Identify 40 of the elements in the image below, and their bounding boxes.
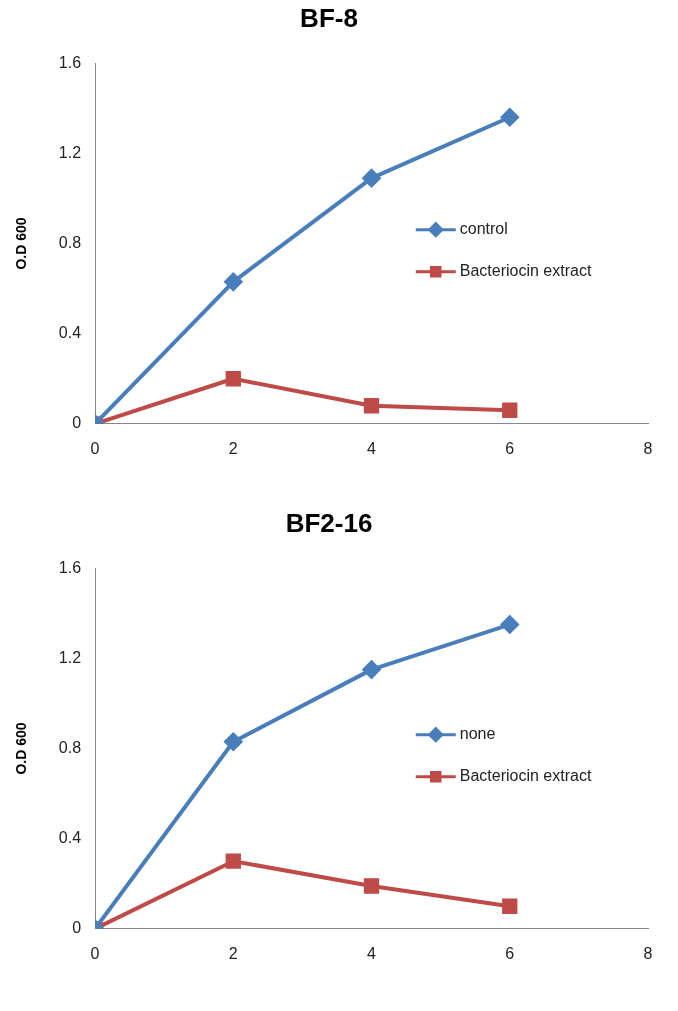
chart-title: BF-8 bbox=[300, 2, 358, 33]
y-tick-label: 0.4 bbox=[58, 829, 82, 847]
y-tick-label: 1.6 bbox=[58, 53, 82, 71]
x-tick-label: 8 bbox=[643, 944, 653, 962]
legend-label: control bbox=[459, 220, 508, 238]
x-tick-label: 4 bbox=[367, 944, 377, 962]
point bbox=[363, 398, 380, 414]
point bbox=[362, 169, 381, 188]
point bbox=[225, 853, 241, 869]
point bbox=[500, 615, 519, 634]
y-tick-label: 0 bbox=[72, 414, 82, 432]
y-tick-label: 0.4 bbox=[58, 324, 82, 342]
y-tick-label: 1.6 bbox=[58, 558, 82, 576]
legend-label: none bbox=[459, 725, 496, 743]
y-tick-label: 1.2 bbox=[58, 143, 82, 161]
y-axis-title: O.D 600 bbox=[13, 722, 30, 775]
point bbox=[362, 660, 381, 679]
y-tick-label: 0.8 bbox=[58, 738, 82, 756]
x-tick-label: 2 bbox=[228, 944, 238, 962]
x-tick-label: 4 bbox=[367, 439, 377, 457]
chart-title: BF2-16 bbox=[285, 507, 373, 538]
x-tick-label: 6 bbox=[505, 944, 515, 962]
x-tick-label: 6 bbox=[505, 439, 515, 457]
legend-label: Bacteriocin extract bbox=[459, 262, 592, 280]
y-tick-label: 1.2 bbox=[58, 648, 82, 666]
point bbox=[224, 272, 243, 291]
point bbox=[363, 878, 380, 894]
legend-label: Bacteriocin extract bbox=[459, 767, 592, 785]
x-tick-label: 8 bbox=[643, 439, 653, 457]
y-axis-title: O.D 600 bbox=[13, 217, 30, 270]
point bbox=[225, 371, 241, 387]
x-tick-label: 2 bbox=[228, 439, 238, 457]
point bbox=[224, 732, 243, 751]
y-tick-label: 0 bbox=[72, 919, 82, 937]
y-tick-label: 0.8 bbox=[58, 233, 82, 251]
point bbox=[502, 898, 518, 914]
x-tick-label: 0 bbox=[90, 439, 100, 457]
point bbox=[500, 108, 519, 127]
point bbox=[502, 402, 518, 418]
x-tick-label: 0 bbox=[90, 944, 100, 962]
